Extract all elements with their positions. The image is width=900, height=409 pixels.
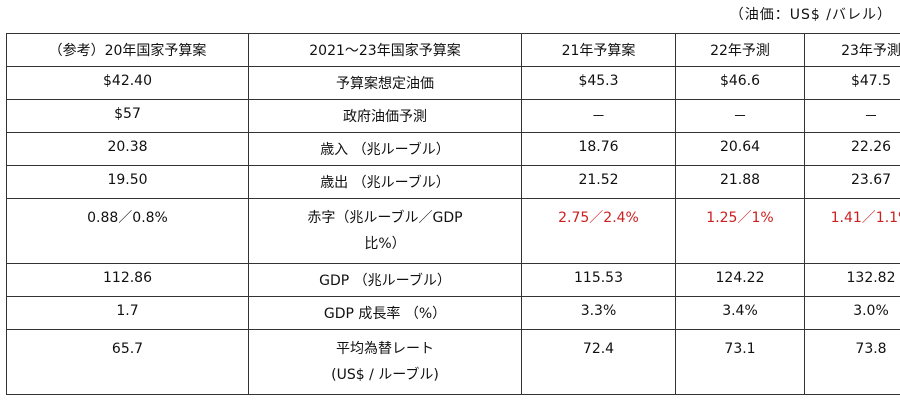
table-row: $42.40 予算案想定油価 $45.3 $46.6 $47.5 bbox=[6, 66, 900, 100]
table-row: 1.7 GDP 成長率 （%） 3.3% 3.4% 3.0% bbox=[6, 296, 900, 330]
table-row: 65.7 平均為替レート (US$ / ルーブル) 72.4 73.1 73.8 bbox=[6, 329, 900, 395]
unit-note: （油価：US$ /バレル） bbox=[729, 7, 892, 23]
cell-2023: 132.82 bbox=[804, 263, 900, 297]
cell-2021: 115.53 bbox=[521, 263, 676, 297]
budget-table: （参考）20年国家予算案 2021～23年国家予算案 21年予算案 22年予測 … bbox=[6, 33, 900, 395]
cell-ref: 112.86 bbox=[6, 263, 249, 297]
cell-item: 予算案想定油価 bbox=[248, 66, 522, 100]
cell-item-line1: 平均為替レート bbox=[336, 341, 434, 357]
cell-ref: 65.7 bbox=[6, 329, 249, 395]
cell-ref: 1.7 bbox=[6, 296, 249, 330]
cell-2022-deficit: 1.25／1% bbox=[675, 198, 805, 264]
table-row: 112.86 GDP （兆ルーブル） 115.53 124.22 132.82 bbox=[6, 263, 900, 297]
cell-item-line1: 赤字（兆ルーブル／GDP bbox=[307, 210, 463, 226]
cell-2022: 20.64 bbox=[675, 132, 805, 166]
cell-item: GDP 成長率 （%） bbox=[248, 296, 522, 330]
table-row: 20.38 歳入 （兆ルーブル） 18.76 20.64 22.26 bbox=[6, 132, 900, 166]
cell-2023: 3.0% bbox=[804, 296, 900, 330]
table-row: 0.88／0.8% 赤字（兆ルーブル／GDP 比%） 2.75／2.4% 1.2… bbox=[6, 198, 900, 264]
header-2021: 21年予算案 bbox=[521, 33, 676, 67]
table-header-row: （参考）20年国家予算案 2021～23年国家予算案 21年予算案 22年予測 … bbox=[6, 33, 900, 67]
cell-2021: $45.3 bbox=[521, 66, 676, 100]
header-ref-2020: （参考）20年国家予算案 bbox=[6, 33, 249, 67]
cell-item: 政府油価予測 bbox=[248, 99, 522, 133]
cell-2022: $46.6 bbox=[675, 66, 805, 100]
cell-2022: 21.88 bbox=[675, 165, 805, 199]
cell-ref: $57 bbox=[6, 99, 249, 133]
cell-2023: 22.26 bbox=[804, 132, 900, 166]
cell-item: 歳入 （兆ルーブル） bbox=[248, 132, 522, 166]
cell-2021: 3.3% bbox=[521, 296, 676, 330]
cell-item-line2: 比%） bbox=[364, 236, 406, 252]
cell-ref: $42.40 bbox=[6, 66, 249, 100]
cell-2023: － bbox=[804, 99, 900, 133]
cell-2023-deficit: 1.41／1.1% bbox=[804, 198, 900, 264]
cell-2021: 18.76 bbox=[521, 132, 676, 166]
cell-2021: 72.4 bbox=[521, 329, 676, 395]
cell-2021: 21.52 bbox=[521, 165, 676, 199]
header-item: 2021～23年国家予算案 bbox=[248, 33, 522, 67]
cell-ref: 0.88／0.8% bbox=[6, 198, 249, 264]
cell-2022: － bbox=[675, 99, 805, 133]
cell-item-line2: (US$ / ルーブル) bbox=[331, 367, 439, 383]
cell-2022: 124.22 bbox=[675, 263, 805, 297]
table-row: $57 政府油価予測 － － － bbox=[6, 99, 900, 133]
cell-2023: $47.5 bbox=[804, 66, 900, 100]
cell-2023: 73.8 bbox=[804, 329, 900, 395]
cell-2023: 23.67 bbox=[804, 165, 900, 199]
table-row: 19.50 歳出 （兆ルーブル） 21.52 21.88 23.67 bbox=[6, 165, 900, 199]
cell-ref: 20.38 bbox=[6, 132, 249, 166]
cell-item: 平均為替レート (US$ / ルーブル) bbox=[248, 329, 522, 395]
header-2023: 23年予測 bbox=[804, 33, 900, 67]
cell-2021-deficit: 2.75／2.4% bbox=[521, 198, 676, 264]
cell-2021: － bbox=[521, 99, 676, 133]
cell-2022: 73.1 bbox=[675, 329, 805, 395]
cell-ref: 19.50 bbox=[6, 165, 249, 199]
cell-item: 歳出 （兆ルーブル） bbox=[248, 165, 522, 199]
cell-2022: 3.4% bbox=[675, 296, 805, 330]
header-2022: 22年予測 bbox=[675, 33, 805, 67]
cell-item: GDP （兆ルーブル） bbox=[248, 263, 522, 297]
cell-item: 赤字（兆ルーブル／GDP 比%） bbox=[248, 198, 522, 264]
